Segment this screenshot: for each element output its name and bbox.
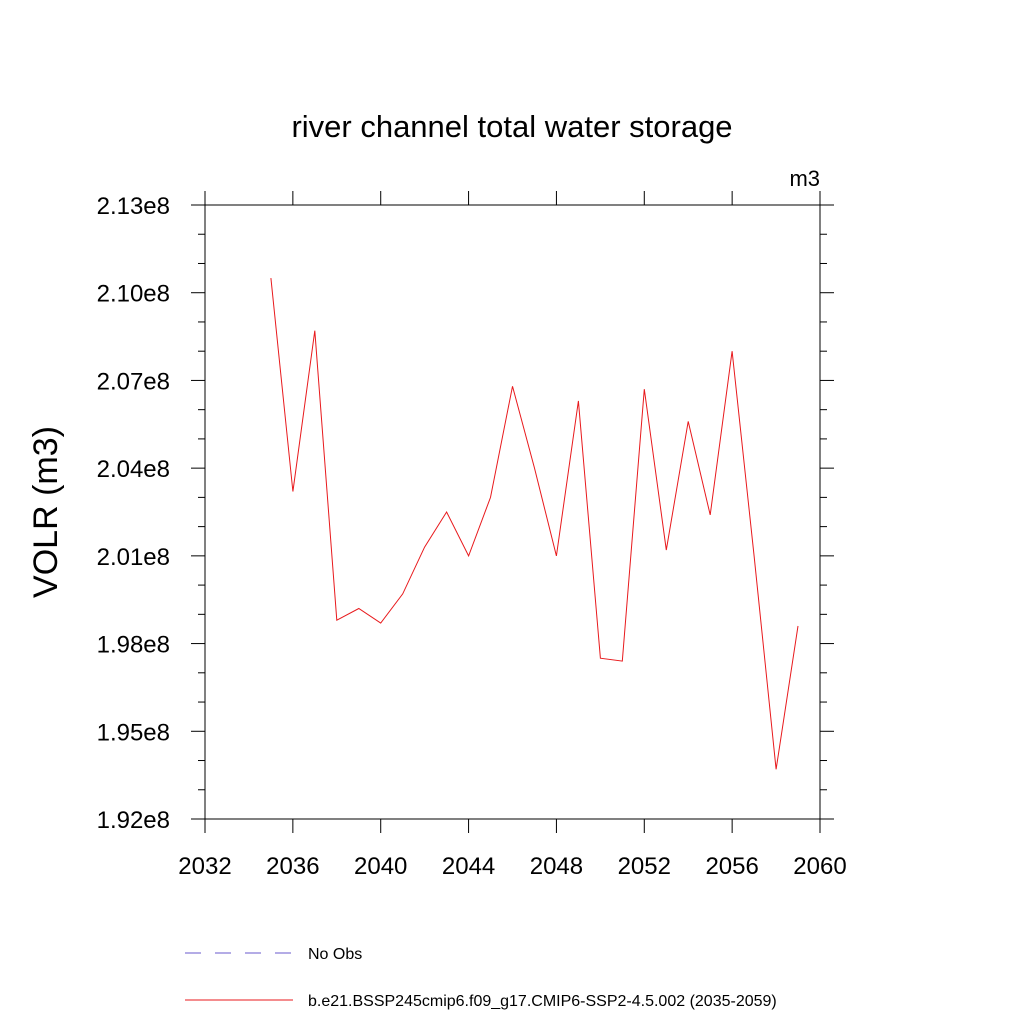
units-label: m3 xyxy=(789,166,820,191)
y-tick-label: 1.95e8 xyxy=(97,719,170,746)
x-tick-label: 2036 xyxy=(266,853,319,880)
x-tick-label: 2060 xyxy=(793,853,846,880)
y-tick-label: 2.10e8 xyxy=(97,281,170,308)
legend: No Obs b.e21.BSSP245cmip6.f09_g17.CMIP6-… xyxy=(185,946,777,1010)
legend-label-model: b.e21.BSSP245cmip6.f09_g17.CMIP6-SSP2-4.… xyxy=(308,993,777,1010)
x-tick-label: 2032 xyxy=(178,853,231,880)
x-tick-label: 2048 xyxy=(530,853,583,880)
y-tick-label: 2.13e8 xyxy=(97,193,170,220)
x-tick-label: 2040 xyxy=(354,853,407,880)
y-tick-labels: 1.92e8 1.95e8 1.98e8 2.01e8 2.04e8 2.07e8 2.10… xyxy=(97,193,170,834)
y-tick-label: 2.04e8 xyxy=(97,456,170,483)
plot-frame xyxy=(204,204,821,820)
y-axis-label: VOLR (m3) xyxy=(27,426,65,598)
x-tick-labels: 2032 2036 2040 2044 2048 2052 2056 2060 xyxy=(178,853,846,880)
axis-ticks xyxy=(191,191,834,833)
y-tick-label: 2.07e8 xyxy=(97,368,170,395)
y-tick-label: 1.92e8 xyxy=(97,807,170,834)
x-tick-label: 2052 xyxy=(618,853,671,880)
legend-label-no-obs: No Obs xyxy=(308,946,362,963)
series-lines xyxy=(270,278,799,770)
series-line xyxy=(270,278,799,770)
x-tick-label: 2056 xyxy=(705,853,758,880)
chart-title: river channel total water storage xyxy=(291,109,732,144)
y-tick-label: 2.01e8 xyxy=(97,544,170,571)
y-tick-label: 1.98e8 xyxy=(97,632,170,659)
x-tick-label: 2044 xyxy=(442,853,495,880)
